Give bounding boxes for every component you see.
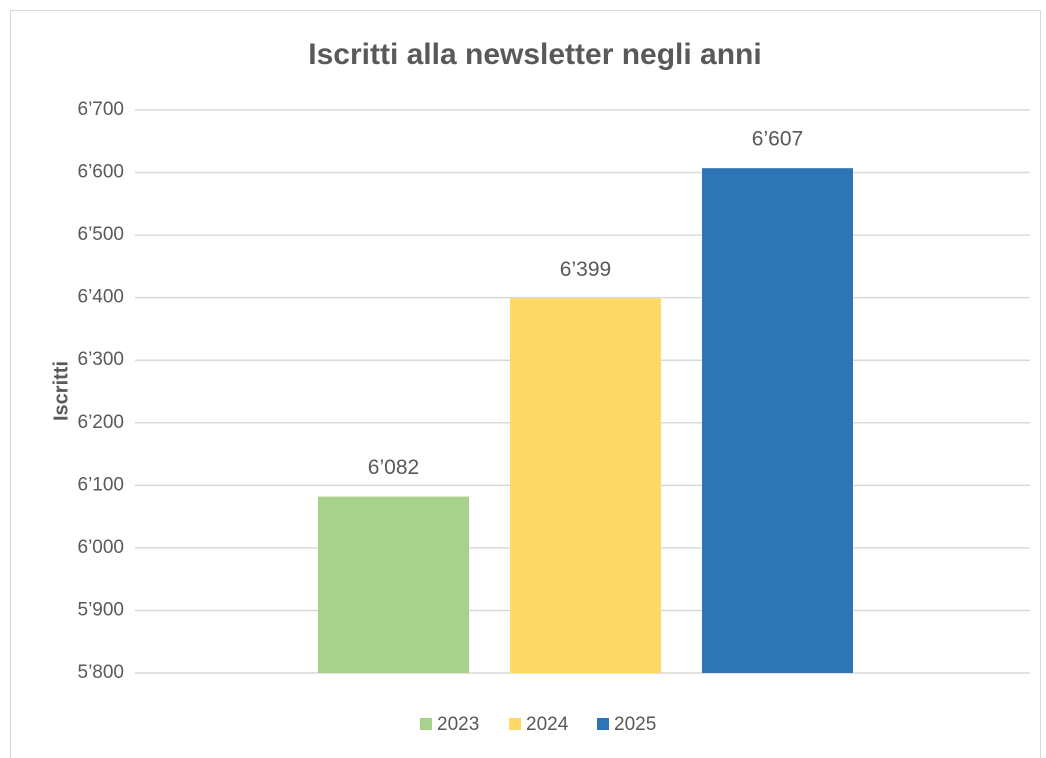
- chart-title: Iscritti alla newsletter negli anni: [308, 38, 761, 71]
- y-tick-label: 6’200: [78, 412, 125, 433]
- data-label: 6’082: [368, 456, 419, 479]
- y-tick-label: 6’600: [78, 162, 125, 183]
- bar: [702, 168, 853, 673]
- y-tick-label: 6’400: [78, 287, 125, 308]
- y-tick-label: 6’000: [78, 537, 125, 558]
- y-tick-label: 6’100: [78, 474, 125, 495]
- y-axis-label: Iscritti: [50, 361, 72, 421]
- y-tick-label: 5’900: [78, 599, 125, 620]
- bar: [510, 298, 661, 673]
- legend-swatch: [597, 718, 609, 730]
- legend-label: 2023: [437, 714, 479, 735]
- legend-label: 2025: [614, 714, 656, 735]
- y-tick-label: 5’800: [78, 662, 125, 683]
- y-tick-label: 6’500: [78, 224, 125, 245]
- legend-swatch: [509, 718, 521, 730]
- legend-label: 2024: [526, 714, 569, 735]
- bar: [318, 496, 469, 673]
- y-tick-label: 6’700: [78, 99, 125, 120]
- legend-swatch: [420, 718, 432, 730]
- data-label: 6’399: [560, 258, 611, 281]
- y-tick-label: 6’300: [78, 349, 125, 370]
- data-label: 6’607: [752, 128, 803, 151]
